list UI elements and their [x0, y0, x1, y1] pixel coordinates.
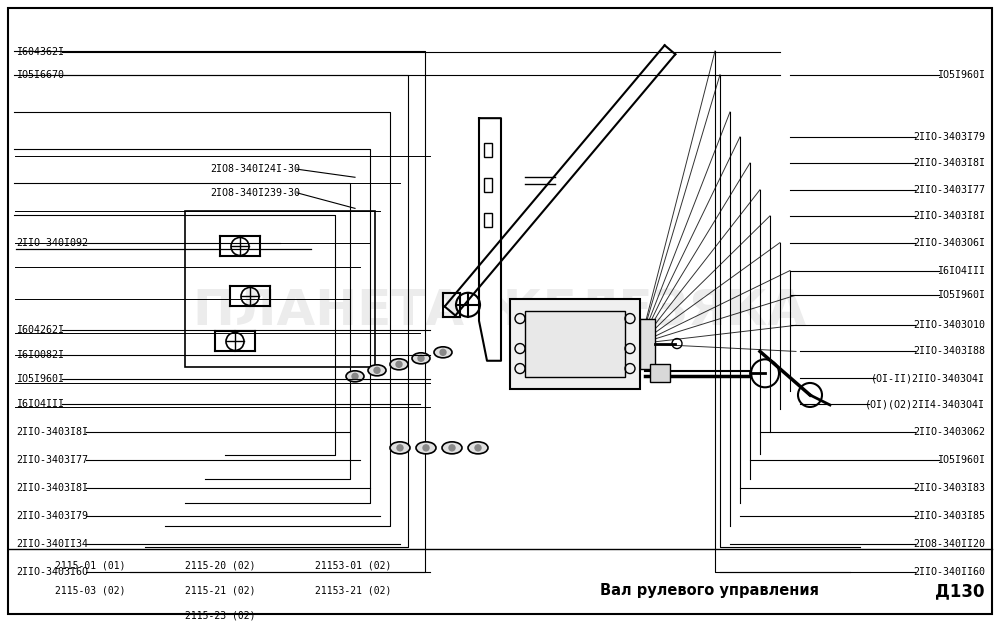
Text: 2IO8-340II20: 2IO8-340II20 [913, 539, 985, 549]
Text: 21153-01 (02): 21153-01 (02) [315, 560, 391, 570]
Text: IO5I960I: IO5I960I [937, 455, 985, 465]
Bar [484, 178, 492, 192]
Circle shape [423, 445, 429, 451]
Text: 2IIO-340II34: 2IIO-340II34 [16, 539, 88, 549]
Text: 2IO8-340I239-30: 2IO8-340I239-30 [210, 188, 300, 198]
Bar [484, 213, 492, 227]
Text: I6IO082I: I6IO082I [16, 350, 64, 360]
Circle shape [440, 350, 446, 355]
Text: 2IIO-3403I8I: 2IIO-3403I8I [913, 158, 985, 168]
Text: I6IO4III: I6IO4III [937, 266, 985, 276]
Circle shape [352, 373, 358, 379]
Text: 2IIO-3403I85: 2IIO-3403I85 [913, 511, 985, 521]
Circle shape [397, 445, 403, 451]
Text: 2IIO-3403I77: 2IIO-3403I77 [913, 185, 985, 195]
Text: I604262I: I604262I [16, 325, 64, 335]
Bar [185, 211, 375, 367]
Ellipse shape [434, 347, 452, 358]
Text: IO5I960I: IO5I960I [16, 374, 64, 384]
Text: Вал рулевого управления: Вал рулевого управления [600, 583, 819, 598]
Text: 2115-20 (02): 2115-20 (02) [185, 560, 256, 570]
Ellipse shape [412, 353, 430, 364]
Text: 2IIO-3403O6I: 2IIO-3403O6I [913, 238, 985, 248]
Text: 2IIO-3403O10: 2IIO-3403O10 [913, 320, 985, 330]
Circle shape [374, 368, 380, 373]
Text: Д130: Д130 [936, 582, 985, 600]
Ellipse shape [390, 359, 408, 370]
Text: I604362I: I604362I [16, 47, 64, 57]
Text: 21153-21 (02): 21153-21 (02) [315, 585, 391, 595]
Ellipse shape [468, 442, 488, 454]
Text: 2115-03 (02): 2115-03 (02) [55, 585, 126, 595]
Text: 2IIO-3403I77: 2IIO-3403I77 [16, 455, 88, 465]
Bar [640, 318, 655, 369]
Circle shape [418, 355, 424, 361]
Text: IO5I960I: IO5I960I [937, 290, 985, 300]
Ellipse shape [346, 371, 364, 382]
Text: 2IIO-3403062: 2IIO-3403062 [913, 427, 985, 437]
Text: (OI)(O2)2II4-3403O4I: (OI)(O2)2II4-3403O4I [865, 399, 985, 409]
Circle shape [449, 445, 455, 451]
Text: 2IO8-340I24I-30: 2IO8-340I24I-30 [210, 164, 300, 174]
Text: 2IIO-3403I79: 2IIO-3403I79 [913, 132, 985, 142]
Text: 2IIO-340I092: 2IIO-340I092 [16, 238, 88, 248]
Text: I6IO4III: I6IO4III [16, 399, 64, 409]
Text: 2115-21 (02): 2115-21 (02) [185, 585, 256, 595]
Text: 2IIO-3403I6O: 2IIO-3403I6O [16, 567, 88, 577]
Ellipse shape [390, 442, 410, 454]
Text: IO5I6670: IO5I6670 [16, 70, 64, 80]
Bar [650, 364, 670, 383]
Text: 2IIO-3403I8I: 2IIO-3403I8I [16, 427, 88, 437]
Text: 2IIO-340II60: 2IIO-340II60 [913, 567, 985, 577]
Text: IO5I960I: IO5I960I [937, 70, 985, 80]
Bar [484, 143, 492, 157]
Ellipse shape [416, 442, 436, 454]
Polygon shape [479, 118, 501, 361]
Text: 2IIO-3403I83: 2IIO-3403I83 [913, 483, 985, 493]
Text: 2IIO-3403I8I: 2IIO-3403I8I [913, 211, 985, 221]
Ellipse shape [442, 442, 462, 454]
Bar [510, 299, 640, 389]
Ellipse shape [368, 365, 386, 376]
Circle shape [475, 445, 481, 451]
Text: 2IIO-3403I88: 2IIO-3403I88 [913, 346, 985, 356]
Bar [525, 310, 625, 376]
Text: 2115-01 (01): 2115-01 (01) [55, 560, 126, 570]
Text: 2115-23 (02): 2115-23 (02) [185, 610, 256, 620]
Circle shape [396, 361, 402, 368]
Text: (OI-II)2IIO-3403O4I: (OI-II)2IIO-3403O4I [871, 373, 985, 383]
Text: ПЛАНЕТА ЖЕЛЕЗЯКА: ПЛАНЕТА ЖЕЛЕЗЯКА [193, 287, 807, 335]
Text: 2IIO-3403I8I: 2IIO-3403I8I [16, 483, 88, 493]
Text: 2IIO-3403I79: 2IIO-3403I79 [16, 511, 88, 521]
